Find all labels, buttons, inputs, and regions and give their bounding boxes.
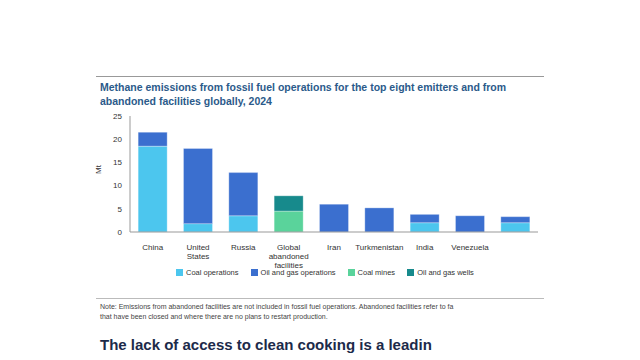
svg-text:Venezuela: Venezuela	[451, 243, 489, 252]
svg-text:Russia: Russia	[231, 243, 256, 252]
svg-text:20: 20	[113, 135, 122, 144]
svg-text:15: 15	[113, 158, 122, 167]
svg-text:0: 0	[118, 228, 123, 237]
svg-text:Iran: Iran	[327, 243, 341, 252]
html-text:Coal mines: Coal mines	[357, 268, 396, 277]
html-text:Methane emissions from fossil: Methane emissions from fossil fuel opera…	[100, 81, 507, 107]
svg-text:Mt: Mt	[94, 164, 103, 174]
svg-text:25: 25	[113, 112, 122, 121]
svg-text:India: India	[416, 243, 434, 252]
html-text:that have been closed and wher: that have been closed and where there ar…	[100, 313, 328, 320]
svg-text:China: China	[142, 243, 163, 252]
svg-text:Globalabandonedfacilities: Globalabandonedfacilities	[269, 243, 309, 270]
html-text:Oil and gas operations: Oil and gas operations	[260, 268, 336, 277]
html-text:Coal operations: Coal operations	[186, 268, 239, 277]
svg-text:Turkmenistan: Turkmenistan	[355, 243, 403, 252]
svg-text:10: 10	[113, 181, 122, 190]
html-text:The lack of access to clean co: The lack of access to clean cooking is a…	[100, 336, 432, 353]
html-text:Oil and gas wells: Oil and gas wells	[417, 268, 474, 277]
html-text:Note: Emissions from abandoned: Note: Emissions from abandoned facilitie…	[100, 303, 454, 310]
svg-text:5: 5	[118, 205, 123, 214]
svg-text:UnitedStates: UnitedStates	[186, 243, 209, 261]
